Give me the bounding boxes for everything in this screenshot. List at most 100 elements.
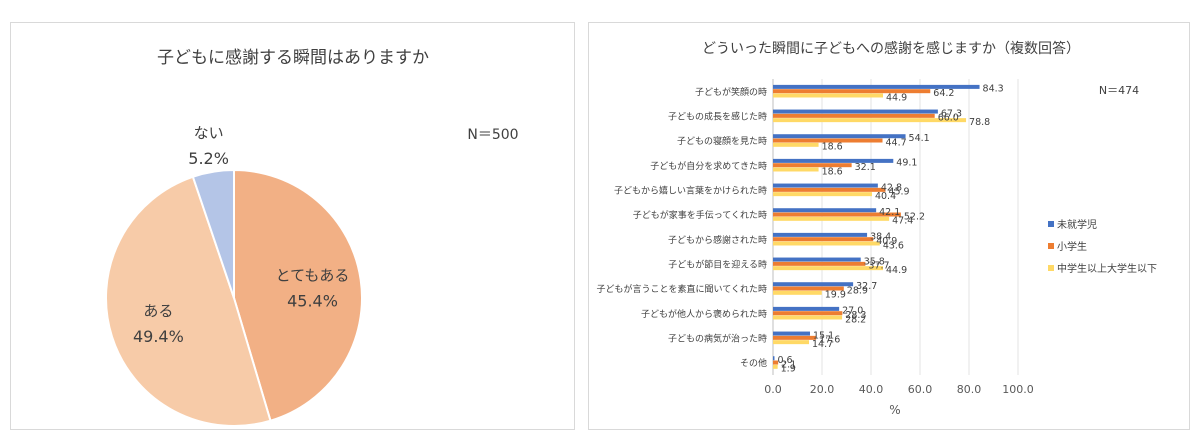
category-label: 子どもが言うことを素直に聞いてくれた時 [597,283,767,295]
bar [773,331,810,336]
bar [773,84,980,89]
pie-chart-panel: 子どもに感謝する瞬間はありますか N＝500 とてもある 45.4% ある 49.4%… [10,22,575,430]
category-label: 子どもが笑顔の時 [695,86,767,98]
category-label: 子どもの病気が治った時 [668,333,767,345]
pie-chart-note: N＝500 [467,127,518,143]
category-label: その他 [740,357,767,369]
bar-value-label: 44.9 [886,265,907,276]
bar [773,241,880,246]
category-label: 子どもの寝顔を見た時 [677,135,767,147]
bar-value-label: 64.2 [933,88,954,99]
bar [773,356,775,361]
bar-value-label: 32.1 [855,162,876,173]
bar-value-label: 27.0 [842,306,863,317]
category-label: 子どもの成長を感じた時 [668,111,767,123]
bar-value-label: 0.6 [777,355,792,366]
legend-swatch [1048,265,1054,271]
legend-swatch [1048,243,1054,249]
bar [773,163,852,168]
pie-slice [191,168,235,299]
bar-value-label: 17.6 [819,335,840,346]
bar-value-label: 67.3 [941,108,962,119]
bar-value-label: 28.3 [845,310,866,321]
bar-value-label: 78.8 [969,117,990,128]
bar-chart-title: どういった瞬間に子どもへの感謝を感じますか（複数回答） [702,40,1080,57]
category-label: 子どもから嬉しい言葉をかけられた時 [614,185,767,197]
bar-value-label: 35.8 [864,256,885,267]
bar-value-label: 45.9 [888,187,909,198]
pie-slice-label: ない [194,124,224,142]
x-tick-label: 100.0 [1002,383,1034,396]
bar-value-label: 44.7 [886,137,907,148]
legend-label: 中学生以上大学生以下 [1057,262,1157,275]
bar [773,315,843,320]
category-label: 子どもから感謝された時 [668,234,767,246]
bar [773,286,844,291]
bar-chart: どういった瞬間に子どもへの感謝を感じますか（複数回答） N＝474 子どもが笑顔… [597,40,1157,417]
pie-slice-label: とてもある [276,267,350,285]
bar-value-label: 54.1 [909,133,930,144]
bar-value-label: 15.1 [813,330,834,341]
category-label: 子どもが他人から褒められた時 [641,308,767,320]
pie-slice-value: 5.2% [188,149,229,168]
bar [773,183,878,188]
legend-label: 未就学児 [1057,218,1097,231]
pie-slice [105,175,272,428]
bar [773,113,935,118]
bar-value-label: 66.0 [938,113,959,124]
pie-slice-value: 49.4% [133,327,184,346]
bar-chart-panel: どういった瞬間に子どもへの感謝を感じますか（複数回答） N＝474 子どもが笑顔… [588,22,1190,430]
bar-value-label: 19.9 [825,290,846,301]
bar [773,290,822,295]
bar-value-label: 1.9 [781,364,796,375]
bar-chart-note: N＝474 [1099,84,1139,97]
pie-slice-label: ある [143,302,173,320]
bar-value-label: 38.4 [870,232,891,243]
bar-value-label: 84.3 [983,84,1004,95]
bar [773,311,843,316]
legend-label: 小学生 [1057,240,1087,253]
bar-value-label: 43.6 [883,240,904,251]
x-tick-label: 0.0 [764,383,782,396]
category-label: 子どもが節目を迎える時 [668,259,767,271]
bar [773,142,819,147]
pie-slice [233,168,363,422]
bar [773,282,854,287]
bar-value-label: 40.4 [875,191,896,202]
bar [773,232,868,237]
bar-value-label: 47.4 [892,216,913,227]
bar [773,216,890,221]
bar [773,118,967,123]
bar-value-label: 37.7 [868,261,889,272]
x-tick-label: 20.0 [810,383,835,396]
pie-slice-value: 45.4% [287,292,338,311]
bar [773,266,884,271]
bar-value-label: 18.6 [822,142,843,153]
category-label: 子どもが自分を求めてきた時 [650,160,767,172]
bar [773,340,810,345]
bar-value-label: 32.7 [856,281,877,292]
pie-chart-title: 子どもに感謝する瞬間はありますか [157,48,429,68]
bar [773,109,938,114]
bar-value-label: 14.7 [812,339,833,350]
bar [773,89,931,94]
bar-value-label: 18.6 [822,166,843,177]
bar [773,208,877,213]
x-tick-label: 40.0 [859,383,884,396]
bar [773,364,778,369]
bar [773,261,866,266]
x-tick-label: 60.0 [908,383,933,396]
bar [773,158,894,163]
bar [773,138,883,143]
bar-value-label: 42.8 [881,182,902,193]
bar-value-label: 49.1 [896,158,917,169]
bar-value-label: 42.1 [879,207,900,218]
bar [773,360,779,365]
bar [773,134,906,139]
bar-value-label: 2.1 [781,359,796,370]
bar [773,212,901,217]
bar [773,257,861,262]
bar [773,93,884,98]
category-label: 子どもが家事を手伝ってくれた時 [633,209,767,221]
legend-swatch [1048,221,1054,227]
